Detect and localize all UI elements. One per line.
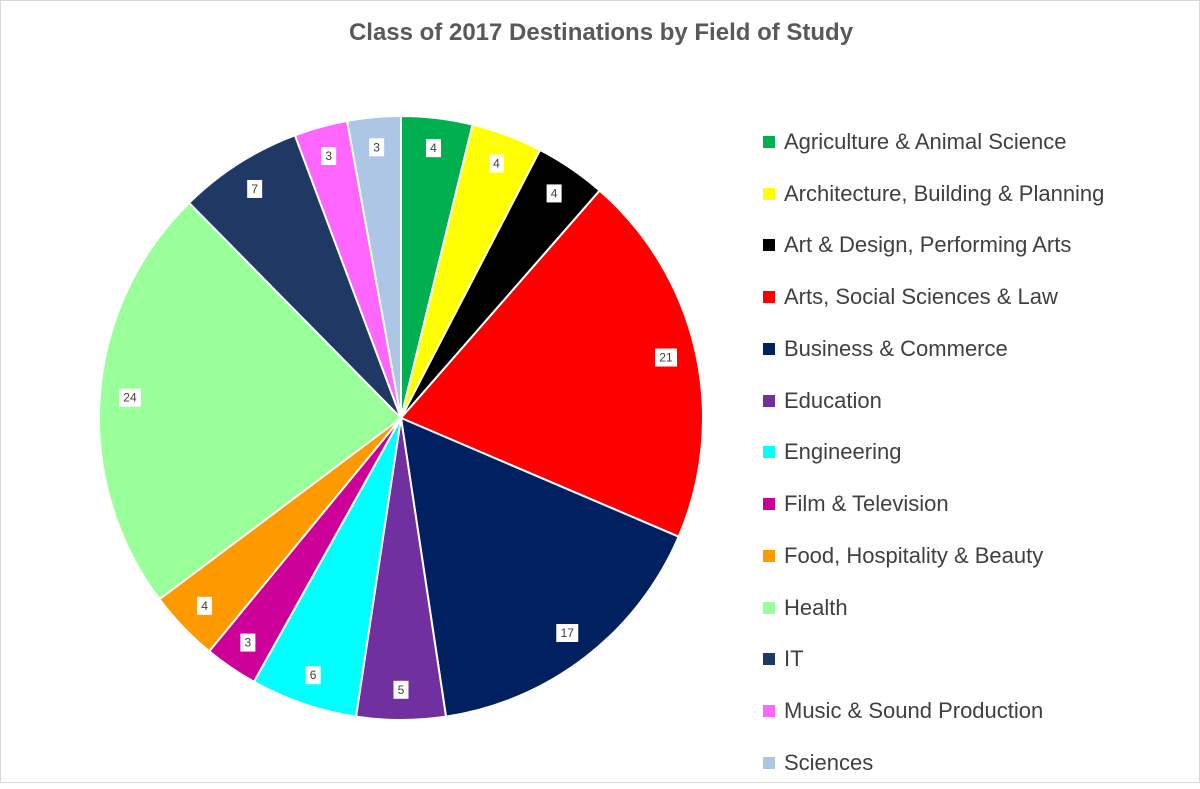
- legend-label: Education: [784, 387, 882, 413]
- data-label-architecture-building-and-planning: 4: [489, 154, 505, 173]
- legend-label: Engineering: [784, 439, 902, 465]
- legend-item-food-hospitality-and-beauty: Food, Hospitality & Beauty: [763, 530, 1193, 582]
- legend-swatch: [763, 498, 775, 511]
- legend-item-health: Health: [763, 582, 1193, 634]
- data-label-sciences: 3: [369, 138, 385, 157]
- legend-label: Business & Commerce: [784, 335, 1008, 361]
- legend-item-architecture-building-and-planning: Architecture, Building & Planning: [763, 168, 1193, 220]
- data-label-it: 7: [247, 179, 263, 198]
- data-label-value: 4: [430, 141, 437, 155]
- data-label-value: 3: [373, 140, 380, 154]
- legend-swatch: [763, 653, 775, 666]
- legend-swatch: [763, 756, 775, 769]
- data-label-business-and-commerce: 17: [556, 624, 579, 643]
- legend-label: Arts, Social Sciences & Law: [784, 284, 1058, 310]
- data-label-value: 17: [561, 626, 575, 640]
- data-label-value: 24: [123, 391, 137, 405]
- data-label-value: 4: [201, 599, 208, 613]
- legend-swatch: [763, 291, 775, 304]
- chart-title: Class of 2017 Destinations by Field of S…: [348, 19, 854, 46]
- legend-item-art-and-design-performing-arts: Art & Design, Performing Arts: [763, 220, 1193, 272]
- data-label-value: 3: [325, 149, 332, 163]
- data-label-arts-social-sciences-and-law: 21: [654, 348, 677, 367]
- legend-label: Agriculture & Animal Science: [784, 128, 1067, 154]
- data-label-value: 6: [310, 668, 317, 682]
- pie-slice-it: [187, 133, 402, 419]
- data-label-value: 5: [398, 683, 405, 697]
- legend-label: Sciences: [784, 749, 874, 775]
- pie-slice-health: [98, 201, 403, 601]
- legend-item-music-and-sound-production: Music & Sound Production: [763, 685, 1193, 737]
- data-label-art-and-design-performing-arts: 4: [546, 184, 562, 203]
- legend-label: Architecture, Building & Planning: [784, 180, 1105, 206]
- data-label-agriculture-and-animal-science: 4: [425, 139, 441, 158]
- data-label-film-and-television: 3: [240, 633, 256, 652]
- legend-swatch: [763, 394, 775, 407]
- legend-label: IT: [784, 646, 804, 672]
- legend-label: Food, Hospitality & Beauty: [784, 542, 1044, 568]
- legend-item-agriculture-and-animal-science: Agriculture & Animal Science: [763, 116, 1193, 168]
- data-label-music-and-sound-production: 3: [321, 146, 337, 165]
- data-label-value: 21: [659, 351, 673, 365]
- legend-swatch: [763, 135, 775, 148]
- legend-item-engineering: Engineering: [763, 427, 1193, 479]
- legend-item-education: Education: [763, 375, 1193, 427]
- legend-swatch: [763, 342, 775, 355]
- legend-label: Music & Sound Production: [784, 698, 1044, 724]
- data-label-education: 5: [393, 680, 409, 699]
- data-label-value: 4: [551, 186, 558, 200]
- legend-swatch: [763, 239, 775, 252]
- legend-label: Health: [784, 594, 848, 620]
- pie-slice-sciences: [345, 114, 402, 419]
- data-label-health: 24: [118, 388, 141, 407]
- data-label-engineering: 6: [305, 666, 321, 685]
- legend-item-it: IT: [763, 634, 1193, 686]
- legend-item-business-and-commerce: Business & Commerce: [763, 323, 1193, 375]
- pie-slice-business-and-commerce: [399, 416, 681, 718]
- legend-item-sciences: Sciences: [763, 737, 1193, 789]
- legend-label: Art & Design, Performing Arts: [784, 232, 1072, 258]
- data-label-food-hospitality-and-beauty: 4: [197, 596, 213, 615]
- chart-legend: Agriculture & Animal Science Architecture…: [763, 116, 1193, 789]
- legend-item-arts-social-sciences-and-law: Arts, Social Sciences & Law: [763, 271, 1193, 323]
- legend-swatch: [763, 187, 775, 200]
- legend-swatch: [763, 601, 775, 614]
- legend-label: Film & Television: [784, 491, 949, 517]
- legend-swatch: [763, 549, 775, 562]
- legend-swatch: [763, 446, 775, 459]
- data-label-value: 4: [493, 157, 500, 171]
- legend-swatch: [763, 705, 775, 718]
- legend-item-film-and-television: Film & Television: [763, 478, 1193, 530]
- data-label-value: 7: [251, 182, 258, 196]
- data-label-value: 3: [245, 636, 252, 650]
